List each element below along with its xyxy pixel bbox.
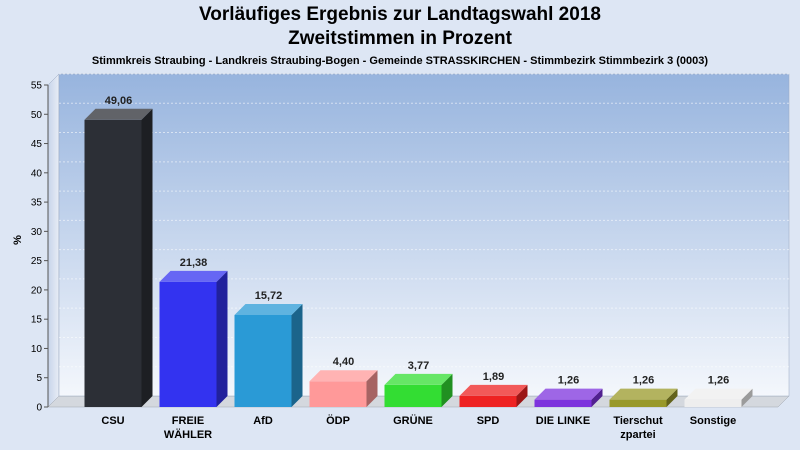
bar-top	[384, 373, 453, 385]
y-tick-label: 25	[31, 256, 43, 267]
bar-sonstige	[684, 388, 753, 407]
bar-side	[366, 370, 378, 407]
bar-tierschut-zpartei	[609, 388, 678, 407]
bar-front	[84, 119, 142, 407]
y-tick-label: 5	[36, 373, 42, 384]
y-tick-label: 40	[31, 168, 43, 179]
x-tick-label: FREIE WÄHLER	[164, 415, 212, 441]
bar-csu	[84, 108, 153, 407]
x-tick-label: SPD	[477, 415, 500, 427]
x-tick-label: CSU	[101, 415, 124, 427]
bar-ödp	[309, 370, 378, 407]
y-tick-label: 55	[31, 81, 43, 92]
bar-value-label: 15,72	[255, 290, 283, 302]
x-tick-label: AfD	[253, 415, 273, 427]
bar-front	[684, 399, 742, 407]
bar-value-label: 49,06	[105, 95, 133, 107]
chart-description: Stimmkreis Straubing - Landkreis Straubi…	[91, 55, 709, 67]
bar-freie-wähler	[159, 270, 228, 407]
bar-front	[459, 395, 517, 407]
bar-side	[216, 270, 228, 407]
bar-value-label: 1,26	[633, 375, 654, 387]
y-tick-label: 35	[31, 198, 43, 209]
y-tick-label: 50	[31, 110, 43, 121]
bar-side	[141, 108, 153, 407]
bar-top	[684, 388, 753, 400]
bar-spd	[459, 384, 528, 407]
x-tick-label: Tierschut zpartei	[613, 415, 663, 441]
bar-top	[159, 270, 228, 282]
bar-side	[591, 388, 603, 407]
x-tick-label: GRÜNE	[393, 414, 433, 427]
bar-top	[609, 388, 678, 400]
bar-top	[234, 303, 303, 315]
y-tick-label: 15	[31, 315, 43, 326]
y-tick-label: 0	[36, 403, 42, 414]
bar-side	[516, 384, 528, 407]
chart-subtitle: Zweitstimmen in Prozent	[288, 28, 512, 49]
bar-top	[534, 388, 603, 400]
bar-top	[459, 384, 528, 396]
bar-side	[291, 303, 303, 407]
bar-side	[741, 388, 753, 407]
x-tick-label: ÖDP	[326, 414, 350, 427]
bar-front	[534, 399, 592, 407]
bar-value-label: 1,89	[483, 371, 504, 383]
chart-title: Vorläufiges Ergebnis zur Landtagswahl 20…	[199, 4, 601, 25]
bar-grüne	[384, 373, 453, 407]
plot-side-wall	[47, 73, 60, 408]
bar-front	[234, 314, 292, 407]
y-tick-label: 10	[31, 344, 43, 355]
bar-die-linke	[534, 388, 603, 407]
bar-value-label: 4,40	[333, 356, 354, 368]
bar-value-label: 1,26	[708, 375, 729, 387]
y-tick-label: 30	[31, 227, 43, 238]
bar-value-label: 1,26	[558, 375, 579, 387]
bar-value-label: 3,77	[408, 360, 429, 372]
bar-side	[441, 373, 453, 407]
bar-value-label: 21,38	[180, 257, 208, 269]
bar-front	[159, 281, 217, 407]
x-tick-label: Sonstige	[690, 415, 736, 427]
y-tick-label: 45	[31, 139, 43, 150]
x-tick-label: DIE LINKE	[536, 415, 590, 427]
bar-afd	[234, 303, 303, 407]
bar-front	[384, 384, 442, 407]
bar-front	[309, 381, 367, 407]
bar-top	[309, 370, 378, 382]
y-axis-label: %	[12, 235, 24, 245]
bar-top	[84, 108, 153, 120]
bar-front	[609, 399, 667, 407]
bar-side	[666, 388, 678, 407]
y-tick-label: 20	[31, 285, 43, 296]
